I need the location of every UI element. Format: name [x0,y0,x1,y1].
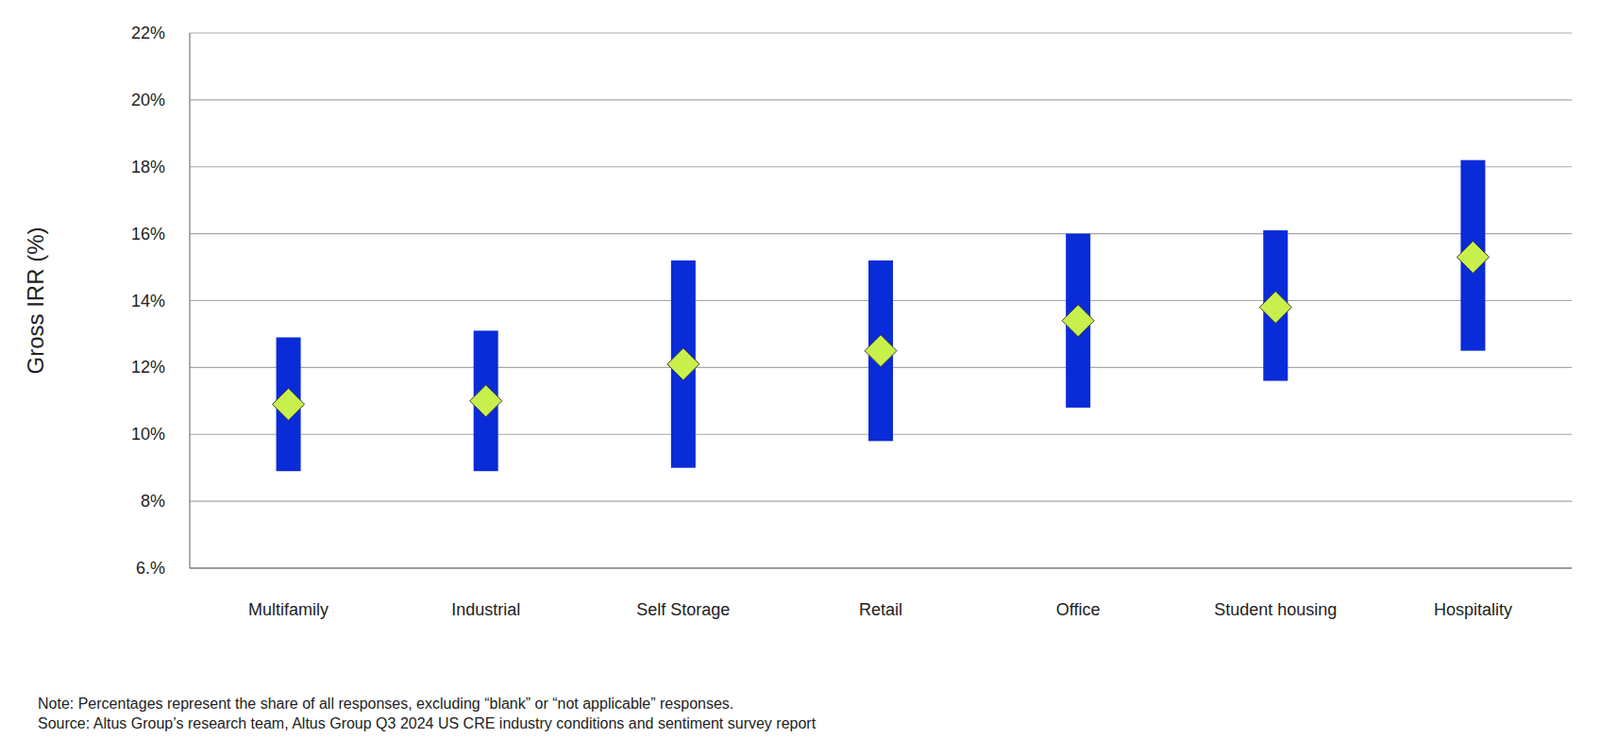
grid-line [189,233,1572,235]
category-label: Office [1056,600,1101,620]
tick-label: 14% [131,291,166,311]
tick-label: 22% [131,23,166,43]
marker [272,387,305,421]
tick-label: 8% [140,491,166,511]
marker [1259,291,1292,324]
grid-line [189,501,1572,503]
category-label: Industrial [451,600,521,620]
note: Note: Percentages represent the share of… [37,695,734,712]
marker [864,335,897,368]
y-axis-line [188,33,190,569]
grid-line [189,32,1572,34]
tick-label: 10% [131,424,166,444]
grid-line [189,567,1572,570]
marker [470,385,503,418]
y-axis-title: Gross IRR (%) [22,227,49,375]
tick-label: 18% [131,157,166,177]
category-label: Self Storage [636,600,730,620]
category-label: Retail [858,600,903,620]
marker [1456,240,1489,273]
chart: 6.% 8% 10% 12% 14% 16% 18% 20% 22% Gross IRR (%) M… [0,0,1600,755]
tick-label: 16% [131,224,166,244]
marks [272,160,1490,472]
category-label: Student housing [1213,600,1337,620]
source: Source: Altus Group’s research team, Alt… [37,715,817,732]
tick-label: 12% [131,357,166,377]
marker [1061,304,1095,337]
grid-line [189,99,1572,101]
marker [667,348,700,381]
category-label: Hospitality [1433,600,1513,620]
tick-label: 20% [131,90,166,110]
grid-line [189,166,1572,168]
category-label: Multifamily [248,600,329,620]
tick-label: 6.% [135,558,166,578]
